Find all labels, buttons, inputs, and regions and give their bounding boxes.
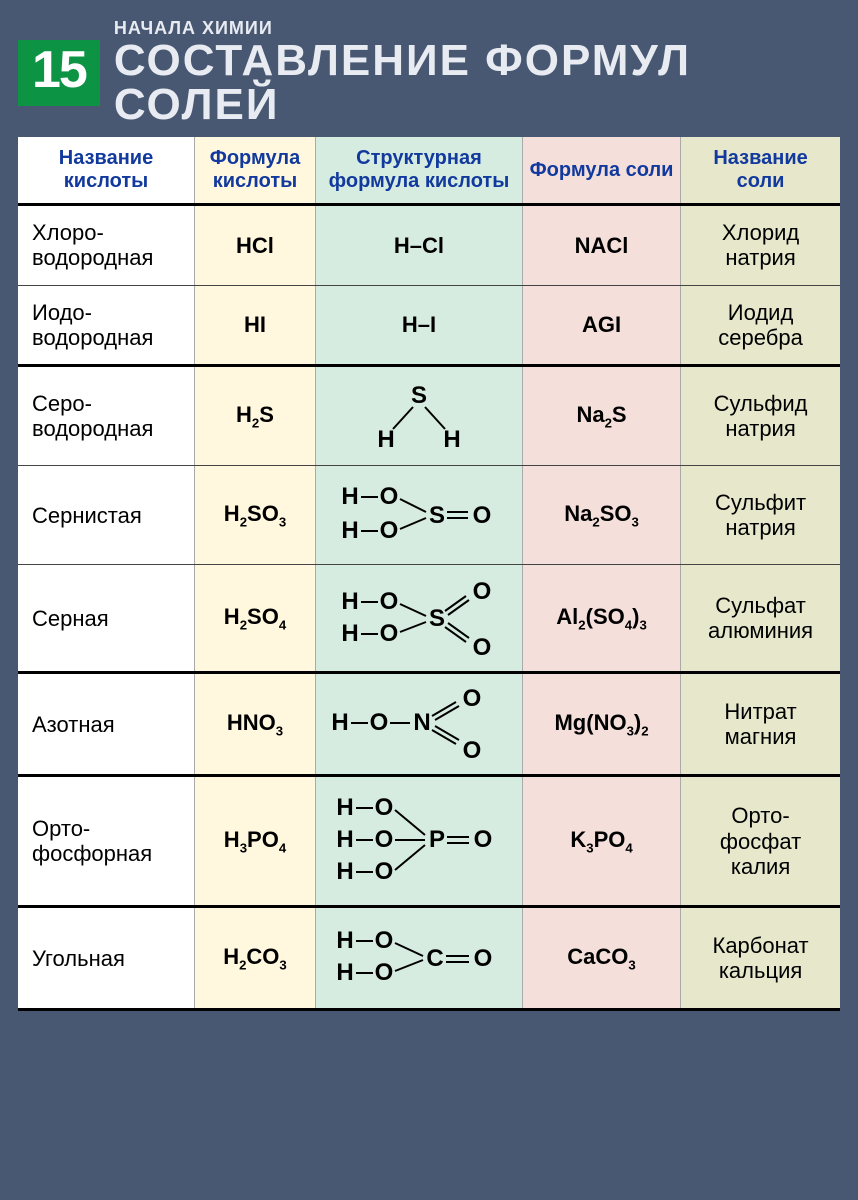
table-row: СернаяH2SO4 HH OO S OO Al2(SO4)3Сульфат … [18,565,840,673]
salt-name: Орто-фосфат калия [681,776,840,907]
acid-formula: H2S [195,366,316,466]
structural-formula: S H H [315,366,522,466]
salts-table: Название кислоты Формула кислоты Структу… [18,137,840,1011]
acid-name: Серная [18,565,195,673]
acid-name: Сернистая [18,466,195,565]
structural-formula: HH OO C O [315,907,522,1010]
salt-name: Сульфат алюминия [681,565,840,673]
svg-text:O: O [375,826,394,853]
svg-text:O: O [375,927,394,954]
page-title: СОСТАВЛЕНИЕ ФОРМУЛ СОЛЕЙ [114,39,840,127]
table-row: Орто-фосфорнаяH3PO4 HHH OOO P O K3PO4Орт… [18,776,840,907]
structural-formula: H O N O O [315,673,522,776]
acid-formula: H2SO4 [195,565,316,673]
header: 15 НАЧАЛА ХИМИИ СОСТАВЛЕНИЕ ФОРМУЛ СОЛЕЙ [18,18,840,127]
svg-text:P: P [429,826,445,853]
svg-text:C: C [426,945,443,972]
svg-text:O: O [375,858,394,885]
col-salt-name: Название соли [681,137,840,205]
salt-name: Нитрат магния [681,673,840,776]
svg-text:O: O [473,634,492,657]
salt-formula: NACl [522,205,680,286]
svg-text:O: O [370,709,389,736]
acid-name: Угольная [18,907,195,1010]
svg-text:H: H [336,927,353,954]
acid-formula: HNO3 [195,673,316,776]
lesson-number: 15 [18,40,100,106]
structural-formula: H–Cl [315,205,522,286]
svg-text:O: O [473,502,492,529]
salt-formula: K3PO4 [522,776,680,907]
salt-formula: AGI [522,285,680,366]
header-row: Название кислоты Формула кислоты Структу… [18,137,840,205]
svg-text:O: O [375,959,394,986]
acid-formula: HI [195,285,316,366]
salt-formula: Mg(NO3)2 [522,673,680,776]
structural-formula: H–I [315,285,522,366]
svg-text:S: S [429,605,445,632]
svg-text:H: H [336,959,353,986]
poster: 15 НАЧАЛА ХИМИИ СОСТАВЛЕНИЕ ФОРМУЛ СОЛЕЙ… [18,18,840,1011]
salt-formula: Na2S [522,366,680,466]
svg-text:O: O [380,517,399,544]
acid-name: Хлоро-водородная [18,205,195,286]
svg-text:S: S [429,502,445,529]
salt-formula: CaCO3 [522,907,680,1010]
table-row: СернистаяH2SO3 HH OO S O Na2SO3Сульфит н… [18,466,840,565]
table-row: УгольнаяH2CO3 HH OO C O CaCO3Карбонат ка… [18,907,840,1010]
salt-formula: Al2(SO4)3 [522,565,680,673]
svg-text:O: O [375,794,394,821]
acid-formula: H2SO3 [195,466,316,565]
acid-name: Иодо-водородная [18,285,195,366]
salt-formula: Na2SO3 [522,466,680,565]
table-row: Серо-водороднаяH2S S H H Na2SСульфид натр… [18,366,840,466]
structural-formula: HH OO S OO [315,565,522,673]
salt-name: Иодид серебра [681,285,840,366]
salt-name: Хлорид натрия [681,205,840,286]
acid-formula: H3PO4 [195,776,316,907]
salt-name: Сульфид натрия [681,366,840,466]
acid-name: Серо-водородная [18,366,195,466]
svg-text:O: O [380,483,399,510]
svg-text:O: O [463,688,482,712]
acid-formula: HCl [195,205,316,286]
col-acid-name: Название кислоты [18,137,195,205]
col-acid-formula: Формула кислоты [195,137,316,205]
structural-formula: HHH OOO P O [315,776,522,907]
table-row: Хлоро-водороднаяHClH–ClNAClХлорид натрия [18,205,840,286]
svg-text:H: H [341,483,358,510]
svg-text:H: H [341,588,358,615]
svg-text:H: H [443,426,460,451]
svg-text:H: H [336,858,353,885]
col-structural: Структурная формула кислоты [315,137,522,205]
table-row: Иодо-водороднаяHIH–IAGIИодид серебра [18,285,840,366]
svg-text:H: H [341,517,358,544]
acid-name: Азотная [18,673,195,776]
svg-text:O: O [380,620,399,647]
svg-text:O: O [474,826,493,853]
acid-formula: H2CO3 [195,907,316,1010]
svg-text:H: H [341,620,358,647]
table-row: АзотнаяHNO3 H O N O O Mg(NO3)2Нитрат магн… [18,673,840,776]
svg-text:N: N [413,709,430,736]
svg-text:H: H [377,426,394,451]
svg-text:O: O [473,579,492,605]
svg-text:S: S [411,382,427,409]
salt-name: Сульфит натрия [681,466,840,565]
salt-name: Карбонат кальция [681,907,840,1010]
svg-text:H: H [336,794,353,821]
structural-formula: HH OO S O [315,466,522,565]
svg-text:O: O [474,945,493,972]
svg-text:H: H [336,826,353,853]
svg-text:O: O [463,737,482,760]
col-salt-formula: Формула соли [522,137,680,205]
svg-text:O: O [380,588,399,615]
svg-text:H: H [331,709,348,736]
acid-name: Орто-фосфорная [18,776,195,907]
